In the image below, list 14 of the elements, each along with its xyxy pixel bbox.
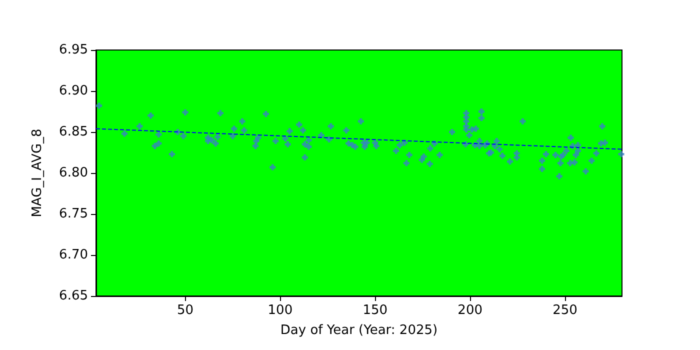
x-axis-title: Day of Year (Year: 2025) [280,323,438,338]
x-tick-label: 200 [458,303,482,318]
y-tick-label: 6.75 [59,206,88,222]
y-tick-label: 6.80 [59,166,88,180]
x-tick-label: 100 [268,303,293,318]
y-axis-title: MAG_I_AVG_8 [30,128,45,218]
x-tick-label: 250 [552,303,578,318]
y-tick-label: 6.90 [59,84,88,98]
x-tick-label: 150 [362,303,388,318]
y-tick-label: 6.70 [59,248,88,262]
y-tick-label: 6.65 [59,288,88,304]
y-tick-label: 6.85 [59,124,88,140]
y-tick-label: 6.95 [59,42,88,58]
x-tick-label: 50 [176,303,194,318]
